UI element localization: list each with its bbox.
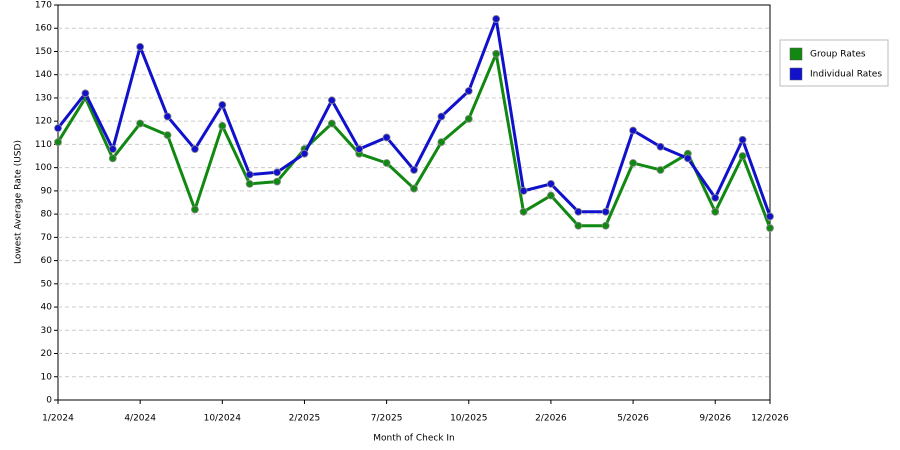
y-tick-label: 120 <box>35 117 52 127</box>
point <box>683 154 692 163</box>
y-tick-label: 130 <box>35 93 52 103</box>
point <box>519 207 528 216</box>
point <box>738 152 747 160</box>
point <box>711 207 720 216</box>
x-axis-label: Month of Check In <box>373 434 455 444</box>
point <box>273 168 281 177</box>
legend-swatch <box>789 47 803 61</box>
point <box>108 154 117 163</box>
point <box>191 205 199 214</box>
y-axis-label: Lowest Average Rate (USD) <box>14 140 24 264</box>
point <box>656 166 665 174</box>
x-tick-label: 7/2025 <box>371 414 403 424</box>
x-tick-label: 10/2025 <box>450 414 487 424</box>
point <box>766 224 774 232</box>
point <box>136 119 145 128</box>
point <box>163 131 172 140</box>
point <box>81 89 90 98</box>
point <box>711 193 720 202</box>
y-tick-label: 160 <box>35 24 52 34</box>
point <box>355 145 364 153</box>
point <box>492 15 501 23</box>
y-tick-label: 40 <box>41 303 53 313</box>
y-tick-label: 170 <box>35 1 52 11</box>
x-tick-label: 4/2024 <box>124 414 156 424</box>
y-tick-label: 150 <box>35 47 52 57</box>
legend-label: Individual Rates <box>810 70 882 80</box>
plot-area <box>57 4 771 401</box>
point <box>218 101 227 109</box>
point <box>437 112 446 121</box>
x-tick-label: 1/2024 <box>42 414 74 424</box>
y-tick-label: 0 <box>46 396 52 406</box>
point <box>410 166 418 174</box>
y-tick-label: 100 <box>35 163 52 173</box>
y-tick-label: 20 <box>41 349 53 359</box>
point <box>547 191 555 200</box>
y-tick-label: 110 <box>35 140 52 150</box>
point <box>629 126 637 135</box>
point <box>492 49 501 58</box>
point <box>437 138 446 146</box>
y-tick-label: 90 <box>41 186 53 196</box>
point <box>191 145 199 153</box>
x-tick-label: 12/2026 <box>751 414 789 424</box>
legend-label: Group Rates <box>810 50 866 60</box>
legend-swatch <box>789 67 803 81</box>
point <box>629 159 637 167</box>
y-tick-label: 140 <box>35 70 52 80</box>
point <box>245 180 254 188</box>
point <box>273 177 281 186</box>
point <box>245 170 254 179</box>
point <box>108 145 117 153</box>
point <box>464 87 473 95</box>
point <box>163 112 172 121</box>
x-tick-label: 10/2024 <box>204 414 242 424</box>
point <box>54 138 62 146</box>
point <box>300 149 309 158</box>
y-tick-label: 30 <box>41 326 53 336</box>
point <box>738 135 747 144</box>
point <box>574 221 583 230</box>
point <box>54 124 62 133</box>
y-tick-label: 60 <box>41 256 53 266</box>
y-tick-label: 80 <box>41 210 53 220</box>
x-tick-label: 2/2026 <box>535 414 567 424</box>
point <box>218 121 227 130</box>
point <box>382 159 391 167</box>
y-tick-label: 10 <box>41 372 53 382</box>
point <box>382 133 391 142</box>
point <box>656 142 665 151</box>
point <box>601 221 610 230</box>
point <box>464 114 473 123</box>
point <box>601 207 610 216</box>
point <box>547 180 555 188</box>
x-tick-label: 2/2025 <box>289 414 321 424</box>
point <box>327 96 336 105</box>
x-tick-label: 9/2026 <box>699 414 731 424</box>
y-tick-label: 70 <box>41 233 53 243</box>
point <box>574 207 583 216</box>
point <box>410 184 418 193</box>
point <box>766 212 774 221</box>
point <box>327 119 336 128</box>
y-tick-label: 50 <box>41 279 53 289</box>
point <box>519 186 528 195</box>
point <box>136 42 145 51</box>
x-tick-label: 5/2026 <box>617 414 649 424</box>
